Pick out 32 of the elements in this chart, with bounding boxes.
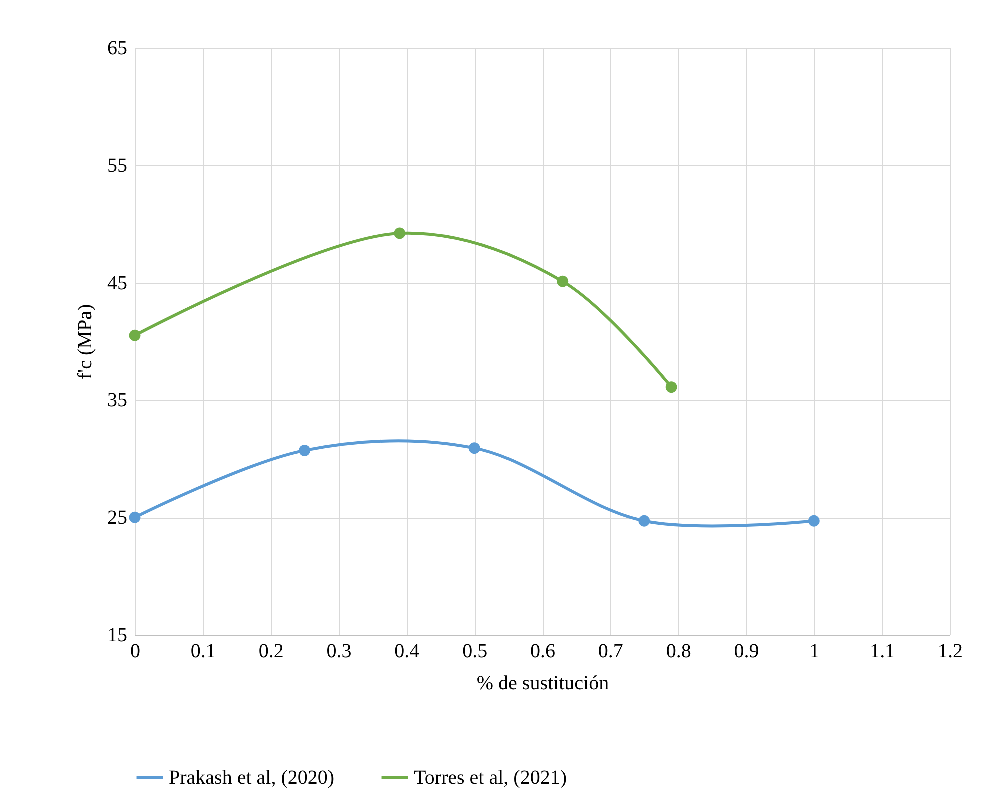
x-tick-label: 0.9 (734, 640, 760, 662)
x-tick-label: 0.5 (462, 640, 488, 662)
x-tick-label: 0.3 (326, 640, 352, 662)
y-tick-label: 55 (108, 154, 128, 177)
x-tick-label: 0.2 (258, 640, 284, 662)
x-tick-label: 0.7 (598, 640, 624, 662)
y-tick-label: 25 (108, 507, 128, 530)
point (299, 444, 310, 456)
y-tick-label: 35 (108, 390, 128, 412)
point (468, 442, 480, 454)
point (394, 228, 406, 240)
y-tick-label: 15 (108, 624, 128, 646)
y-axis-title: f'c (MPa) (74, 304, 96, 380)
x-tick-label: 0.6 (530, 640, 556, 662)
x-tick-label: 1.1 (870, 640, 896, 662)
x-axis-title: % de sustitución (476, 672, 610, 694)
y-tick-label: 45 (108, 272, 128, 294)
x-tick-label: 1 (810, 640, 820, 662)
point (638, 515, 650, 527)
legend-label: Torres et al, (2021) (414, 767, 567, 789)
point (129, 330, 141, 342)
x-tick-label: 0.4 (394, 640, 420, 662)
point (557, 276, 569, 288)
point (808, 515, 820, 527)
point (129, 512, 141, 524)
legend-label: Prakash et al, (2020) (169, 767, 335, 789)
x-tick-label: 0.8 (666, 640, 692, 662)
x-tick-label: 0 (130, 640, 140, 662)
x-tick-label: 1.2 (938, 640, 963, 662)
x-tick-label: 0.1 (190, 640, 216, 662)
point (666, 382, 678, 393)
y-tick-label: 65 (108, 38, 128, 60)
